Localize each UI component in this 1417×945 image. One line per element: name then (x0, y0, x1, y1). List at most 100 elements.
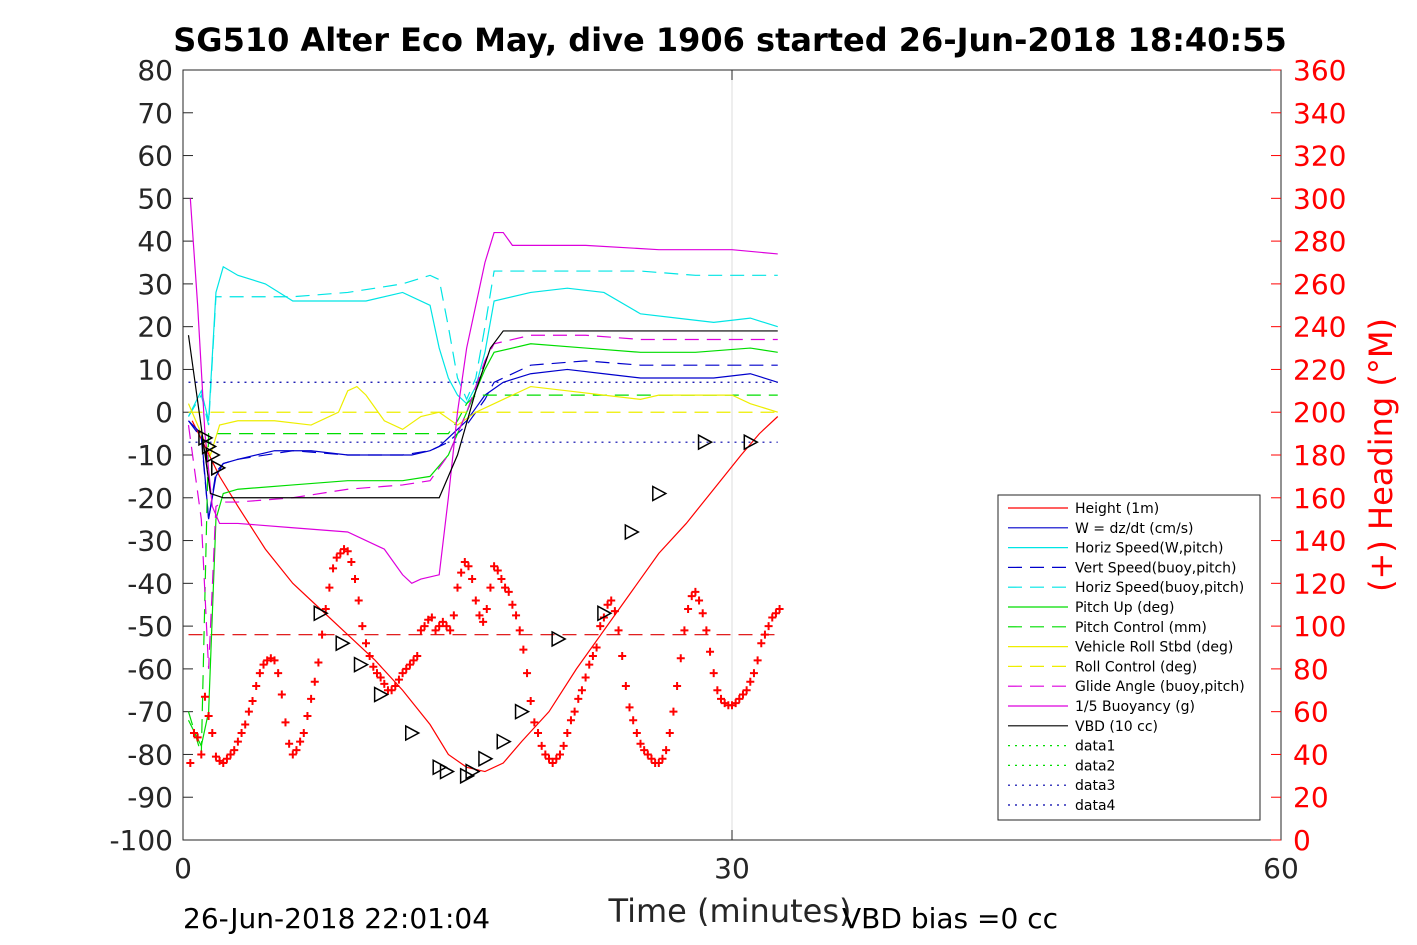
heading-point (771, 609, 780, 618)
legend-label: Pitch Up (deg) (1075, 600, 1174, 616)
heading-point (380, 679, 389, 688)
heading-point (189, 729, 198, 738)
heading-point (680, 626, 689, 635)
heading-point (577, 686, 586, 695)
triangle-marker (211, 459, 227, 477)
heading-point (746, 677, 755, 686)
y-tick-label-right: 300 (1293, 182, 1346, 215)
series-line-2 (187, 265, 778, 421)
triangle-marker (432, 759, 448, 776)
heading-point (490, 562, 499, 571)
heading-point (475, 611, 484, 620)
y-tick-label-right: 120 (1293, 567, 1346, 600)
heading-point (760, 630, 769, 639)
y-tick-label-right: 280 (1293, 225, 1346, 258)
heading-point (416, 626, 425, 635)
heading-point (277, 690, 286, 699)
y-tick-label-left: 80 (137, 54, 173, 87)
y-tick-label-left: -100 (109, 824, 173, 857)
x-axis-label: Time (minutes) (608, 892, 852, 930)
heading-point (398, 669, 407, 678)
heading-point (237, 729, 246, 738)
heading-point (413, 652, 422, 661)
heading-point (625, 703, 634, 712)
heading-point (687, 592, 696, 601)
heading-point (501, 583, 510, 592)
axis-ticks: 0 30 6080706050403020100-10-20-30-40-50-60… (109, 54, 1346, 885)
heading-point (541, 750, 550, 759)
heading-point (684, 605, 693, 613)
heading-point (255, 669, 264, 678)
heading-point (402, 664, 411, 673)
y-tick-label-right: 40 (1293, 738, 1329, 771)
y-tick-label-right: 0 (1293, 824, 1311, 857)
heading-point (362, 639, 370, 648)
heading-point (281, 718, 290, 727)
y-tick-label-left: -50 (127, 610, 173, 643)
heading-point (200, 692, 209, 701)
y-tick-label-right: 240 (1293, 311, 1346, 344)
heading-point (372, 669, 381, 678)
heading-point (318, 630, 327, 639)
series-line-10 (189, 198, 778, 585)
heading-point (460, 557, 469, 566)
heading-point (405, 660, 414, 669)
heading-point (636, 739, 645, 748)
heading-point (742, 686, 751, 695)
triangle-marker (697, 433, 714, 451)
legend-label: Vehicle Roll Stbd (deg) (1075, 640, 1233, 656)
heading-point (285, 739, 294, 748)
legend-entries: Height (1m) W = dz/dt (cm/s) Horiz Speed(W… (1008, 501, 1245, 814)
heading-point (219, 759, 228, 767)
y-tick-label-right: 360 (1293, 54, 1346, 87)
triangle-marker (353, 656, 370, 673)
legend-label: Vert Speed(buoy,pitch) (1075, 560, 1237, 576)
triangle-marker (373, 686, 390, 703)
heading-point (757, 639, 766, 648)
series-lines (187, 198, 779, 773)
series-line-11 (187, 330, 778, 499)
heading-point (314, 658, 323, 667)
heading-point (559, 741, 568, 750)
triangle-marker (405, 724, 421, 742)
heading-point (464, 562, 473, 571)
heading-point (738, 690, 747, 699)
heading-point (695, 596, 704, 605)
heading-point (753, 656, 762, 665)
legend-label: W = dz/dt (cm/s) (1075, 521, 1194, 537)
heading-point (570, 707, 579, 716)
triangle-marker (313, 605, 329, 622)
triangle-marker (652, 485, 668, 502)
legend-label: Pitch Control (mm) (1075, 620, 1207, 636)
x-tick-label: 0 (174, 852, 192, 885)
heading-point (523, 669, 532, 678)
heading-point (233, 737, 242, 746)
heading-point (193, 733, 202, 742)
triangle-marker (496, 733, 512, 750)
y-tick-label-right: 160 (1293, 482, 1346, 515)
heading-point (632, 729, 641, 738)
triangle-marker (465, 763, 481, 780)
y-tick-label-right: 180 (1293, 439, 1346, 472)
y-tick-label-left: -40 (127, 567, 173, 600)
legend-label: Roll Control (deg) (1075, 659, 1197, 675)
triangle-marker (743, 433, 759, 451)
heading-point (537, 741, 546, 750)
y-tick-label-right: 80 (1293, 653, 1329, 686)
heading-point (519, 645, 528, 654)
heading-point (768, 613, 777, 622)
y-tick-label-right: 340 (1293, 97, 1346, 130)
legend-label: Horiz Speed(buoy,pitch) (1075, 580, 1244, 596)
heading-point (534, 729, 543, 738)
heading-point (555, 750, 564, 759)
legend-label: data1 (1075, 739, 1115, 755)
heading-point (749, 669, 758, 678)
heading-point (431, 626, 440, 635)
heading-point (731, 699, 740, 708)
triangle-markers (198, 429, 759, 785)
legend-label: Glide Angle (buoy,pitch) (1075, 679, 1245, 695)
heading-point (717, 694, 726, 703)
triangle-marker (459, 767, 476, 785)
legend-label: data2 (1075, 758, 1115, 774)
heading-point (673, 682, 682, 690)
